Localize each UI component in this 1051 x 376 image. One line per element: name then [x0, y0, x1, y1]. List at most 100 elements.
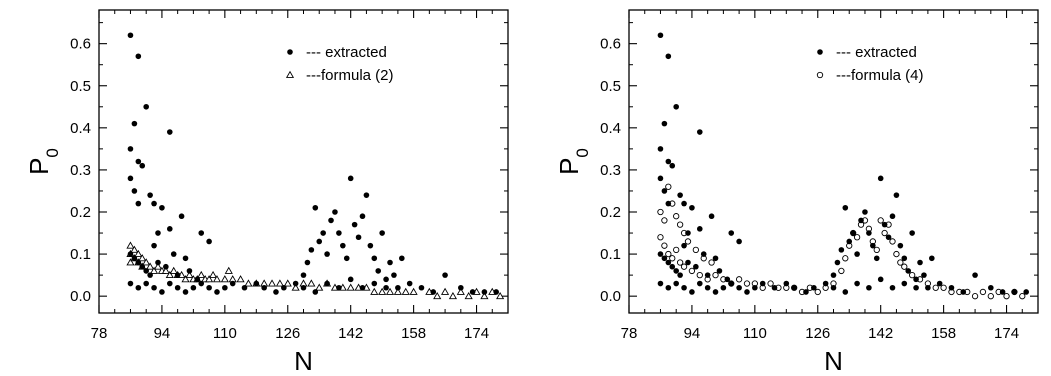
data-point	[206, 284, 212, 291]
data-point	[135, 259, 142, 266]
data-point	[147, 192, 153, 198]
data-point	[391, 272, 397, 278]
data-point	[135, 158, 142, 165]
data-point	[858, 217, 864, 224]
data-point	[351, 221, 358, 228]
data-point	[1003, 293, 1010, 300]
data-point	[720, 284, 727, 291]
data-point	[838, 267, 845, 275]
data-point	[291, 283, 300, 291]
data-point	[142, 258, 151, 266]
x-tick-label: 158	[401, 325, 426, 342]
data-point	[708, 213, 715, 220]
data-point	[324, 280, 330, 287]
data-point	[987, 293, 994, 300]
legend-label: ---formula (2)	[306, 67, 394, 84]
data-point	[458, 284, 464, 291]
data-point	[759, 280, 766, 287]
data-point	[163, 263, 169, 270]
data-point	[139, 162, 146, 169]
data-point	[126, 241, 135, 249]
data-point	[680, 263, 688, 270]
data-point	[174, 272, 181, 278]
data-point	[131, 120, 138, 127]
data-point	[838, 247, 845, 253]
x-tick-label: 78	[91, 325, 108, 342]
data-point	[346, 283, 355, 291]
data-point	[681, 200, 687, 207]
data-point	[127, 146, 134, 152]
data-point	[752, 284, 758, 291]
data-point	[159, 204, 165, 211]
data-point	[665, 284, 672, 291]
data-point	[355, 234, 362, 241]
data-point	[185, 270, 194, 279]
data-point	[143, 280, 149, 287]
data-point	[371, 280, 378, 287]
data-point	[441, 287, 450, 295]
data-point	[359, 284, 366, 291]
data-point	[448, 291, 458, 300]
data-point	[143, 103, 149, 110]
data-point	[332, 209, 338, 215]
data-point	[673, 246, 680, 254]
data-point	[673, 213, 680, 220]
data-point	[657, 175, 664, 182]
data-point	[399, 255, 405, 262]
data-point	[771, 284, 778, 291]
data-point	[166, 280, 173, 287]
data-point	[135, 284, 142, 291]
data-point	[704, 284, 711, 291]
data-point	[480, 291, 489, 300]
data-point	[728, 280, 735, 287]
data-point	[312, 204, 319, 211]
data-point	[897, 242, 904, 249]
data-point	[657, 234, 664, 241]
data-point	[803, 289, 809, 295]
data-point	[222, 284, 228, 291]
data-point	[300, 272, 307, 278]
data-point	[999, 289, 1006, 295]
data-point	[665, 183, 672, 190]
data-point	[409, 287, 418, 295]
data-point	[743, 280, 751, 287]
data-point	[214, 289, 220, 295]
data-point	[1011, 289, 1018, 295]
data-point	[387, 259, 393, 266]
data-point	[456, 287, 465, 295]
data-point	[830, 284, 837, 291]
data-point	[669, 162, 676, 169]
y-axis-title-subscript: 0	[573, 148, 592, 157]
data-point	[724, 276, 731, 283]
data-point	[669, 263, 676, 270]
data-point	[885, 234, 892, 241]
legend-label: --- extracted	[306, 44, 387, 61]
x-axis-title: N	[824, 346, 843, 376]
data-point	[901, 280, 908, 287]
data-point	[127, 280, 134, 287]
data-point	[155, 230, 161, 236]
legend-marker	[816, 71, 824, 79]
chart-formula-4: 78 94 110 126 142 158 174 0.0 0.1 0.2 0.3 0.4 0.5 0.6…	[554, 9, 1039, 376]
data-point	[220, 275, 229, 283]
x-tick-label: 174	[464, 325, 489, 342]
y-axis-title: P0	[554, 148, 592, 175]
data-point	[315, 283, 324, 291]
data-point	[151, 284, 157, 291]
data-point	[363, 192, 370, 198]
data-point	[921, 272, 927, 278]
data-point	[862, 209, 868, 215]
data-point	[665, 250, 672, 258]
y-tick-label: 0.1	[70, 246, 91, 263]
y-tick-label: 0.0	[600, 288, 621, 305]
data-point	[979, 288, 987, 296]
data-point	[889, 238, 896, 245]
data-point	[324, 251, 330, 257]
data-point	[307, 279, 316, 287]
series-formula	[657, 183, 1026, 300]
data-point	[783, 280, 790, 287]
data-point	[170, 251, 177, 257]
data-point	[846, 238, 853, 245]
data-point	[842, 255, 849, 262]
data-point	[897, 259, 904, 266]
